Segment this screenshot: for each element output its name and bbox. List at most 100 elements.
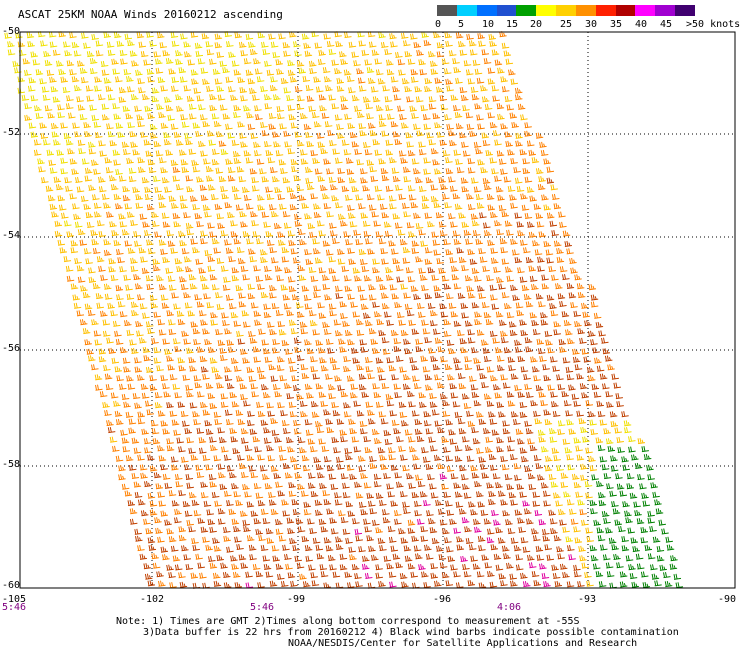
wind-barb <box>237 121 245 128</box>
wind-barb <box>602 348 611 355</box>
wind-barb <box>248 544 257 551</box>
wind-barb <box>174 517 182 524</box>
wind-barb <box>295 518 304 525</box>
wind-barb <box>533 203 542 210</box>
wind-barb <box>450 473 459 480</box>
wind-barb <box>498 490 506 497</box>
wind-barb <box>552 410 561 417</box>
wind-barb <box>217 222 225 229</box>
wind-barb <box>395 562 403 569</box>
wind-barb <box>215 167 224 174</box>
wind-barb <box>212 148 220 155</box>
wind-barb <box>640 571 649 578</box>
wind-barb <box>195 50 204 57</box>
wind-barb <box>516 483 525 490</box>
wind-barb <box>430 195 439 202</box>
wind-barb <box>291 294 300 301</box>
wind-barb <box>349 554 357 561</box>
wind-barb <box>581 392 589 399</box>
wind-barb <box>219 483 228 490</box>
wind-barb <box>158 284 167 291</box>
wind-barb <box>198 140 206 147</box>
wind-barb <box>531 528 539 535</box>
wind-barb <box>274 391 282 398</box>
wind-barb <box>292 509 301 516</box>
wind-barb <box>335 157 343 164</box>
wind-barb <box>430 320 438 327</box>
wind-barb <box>348 546 356 553</box>
wind-barb <box>380 41 389 48</box>
wind-barb <box>360 303 369 310</box>
wind-barb <box>598 500 607 507</box>
wind-barb <box>221 193 229 200</box>
wind-barb <box>129 508 138 515</box>
wind-barb <box>139 337 147 344</box>
wind-barb <box>531 157 540 164</box>
wind-barb <box>243 150 252 157</box>
wind-barb <box>287 572 296 579</box>
wind-barb <box>479 373 487 380</box>
wind-barb <box>340 391 349 398</box>
wind-barb <box>538 519 547 526</box>
wind-barb <box>493 266 501 273</box>
colorbar-tick-label: 0 <box>435 19 442 30</box>
wind-barb <box>185 139 193 146</box>
wind-barb <box>262 518 271 525</box>
wind-barb <box>224 366 232 373</box>
wind-barb <box>477 535 486 542</box>
wind-barb <box>578 418 587 425</box>
wind-barb <box>509 112 518 119</box>
wind-barb <box>478 40 486 47</box>
wind-barb <box>274 265 283 272</box>
wind-barb <box>457 330 465 337</box>
wind-barb <box>501 545 510 552</box>
wind-barb <box>535 132 544 139</box>
wind-barb <box>143 139 152 146</box>
wind-barb <box>398 193 406 200</box>
wind-barb <box>586 366 595 373</box>
wind-barb <box>141 428 149 435</box>
wind-barb <box>193 375 202 382</box>
wind-barb <box>204 249 213 256</box>
wind-barb <box>196 471 205 478</box>
wind-barb <box>448 176 456 183</box>
wind-barb <box>480 509 489 516</box>
wind-barb <box>550 310 559 317</box>
wind-barb <box>599 419 608 426</box>
wind-barb <box>519 411 528 418</box>
wind-barb <box>329 310 337 317</box>
wind-barb <box>454 491 463 498</box>
wind-barb <box>388 240 396 247</box>
wind-barb <box>60 76 68 83</box>
wind-barb <box>127 500 136 507</box>
wind-barb <box>265 528 274 535</box>
wind-barb <box>316 427 325 434</box>
wind-barb <box>384 48 392 55</box>
wind-barb <box>337 384 345 391</box>
wind-barb <box>58 31 66 38</box>
wind-barb <box>346 464 355 471</box>
wind-barb <box>161 177 170 184</box>
wind-barb <box>413 41 421 48</box>
wind-barb <box>483 393 492 400</box>
wind-barb <box>345 537 353 544</box>
wind-barb <box>17 87 25 94</box>
wind-barb <box>424 293 433 300</box>
wind-barb <box>607 364 615 371</box>
wind-barb <box>69 69 77 76</box>
wind-barb <box>171 85 179 92</box>
wind-barb <box>184 464 192 471</box>
wind-barb <box>147 492 156 499</box>
wind-barb <box>497 365 505 372</box>
wind-barb <box>287 527 295 534</box>
wind-barb <box>345 194 353 201</box>
wind-barb <box>183 338 191 345</box>
wind-barb <box>425 428 434 435</box>
wind-barb <box>463 229 472 236</box>
wind-barb <box>74 131 82 138</box>
wind-barb <box>482 177 491 184</box>
wind-barb <box>108 258 116 265</box>
wind-barb <box>288 31 297 38</box>
wind-barb <box>224 409 233 416</box>
wind-barb <box>89 57 98 64</box>
